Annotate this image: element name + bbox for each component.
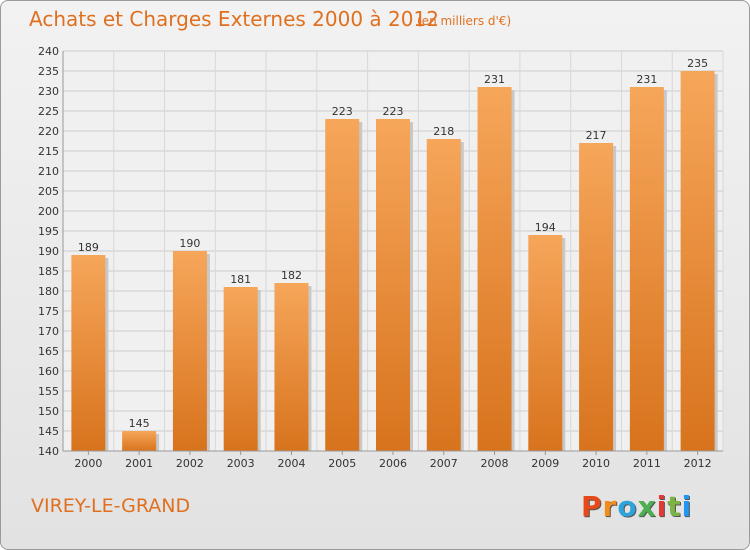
bar-value-label: 223 xyxy=(383,105,404,118)
y-tick-label: 145 xyxy=(38,425,59,438)
y-tick-label: 235 xyxy=(38,65,59,78)
bar-value-label: 231 xyxy=(484,73,505,86)
y-tick-label: 190 xyxy=(38,245,59,258)
y-tick-label: 215 xyxy=(38,145,59,158)
bar-value-label: 218 xyxy=(433,125,454,138)
y-tick-label: 210 xyxy=(38,165,59,178)
bar xyxy=(528,235,563,451)
logo-letter: o xyxy=(617,490,638,523)
y-tick-label: 185 xyxy=(38,265,59,278)
bar-value-label: 223 xyxy=(332,105,353,118)
y-tick-label: 155 xyxy=(38,385,59,398)
x-axis: 2000 2001 2002 2003 2004 2005 2006 2007 2008 2009… xyxy=(63,450,723,470)
x-tick-label: 2005 xyxy=(328,457,356,470)
y-tick-label: 160 xyxy=(38,365,59,378)
y-tick-label: 225 xyxy=(38,105,59,118)
x-tick-label: 2008 xyxy=(481,457,509,470)
logo-letter: P xyxy=(581,490,603,523)
x-tick-label: 2012 xyxy=(684,457,712,470)
logo-letter: t xyxy=(667,490,682,523)
y-tick-label: 140 xyxy=(38,445,59,458)
chart-subtitle: (en milliers d'€) xyxy=(417,14,512,28)
bar xyxy=(680,71,715,451)
x-tick-label: 2004 xyxy=(277,457,305,470)
x-tick-label: 2006 xyxy=(379,457,407,470)
logo-letter: r xyxy=(602,490,618,523)
chart-title: Achats et Charges Externes 2000 à 2012 xyxy=(29,7,439,31)
bar xyxy=(579,143,614,451)
y-tick-label: 220 xyxy=(38,125,59,138)
logo-letter: i xyxy=(681,490,693,523)
bar xyxy=(274,283,309,451)
x-tick-label: 2007 xyxy=(430,457,458,470)
y-tick-label: 195 xyxy=(38,225,59,238)
x-tick-label: 2011 xyxy=(633,457,661,470)
bar xyxy=(223,287,258,451)
y-tick-label: 180 xyxy=(38,285,59,298)
bar xyxy=(71,255,106,451)
x-tick-label: 2010 xyxy=(582,457,610,470)
y-tick-label: 200 xyxy=(38,205,59,218)
x-tick-label: 2009 xyxy=(531,457,559,470)
bar-value-label: 145 xyxy=(129,417,150,430)
bar-chart: 1401451501551601651701751801851901952002… xyxy=(38,45,724,470)
y-tick-label: 150 xyxy=(38,405,59,418)
bar-value-label: 190 xyxy=(179,237,200,250)
bar xyxy=(426,139,461,451)
bar xyxy=(629,87,664,451)
x-tick-label: 2003 xyxy=(227,457,255,470)
y-tick-label: 165 xyxy=(38,345,59,358)
bar xyxy=(376,119,410,451)
x-tick-label: 2001 xyxy=(125,457,153,470)
bar xyxy=(477,87,512,451)
x-tick-label: 2000 xyxy=(74,457,102,470)
y-tick-label: 240 xyxy=(38,45,59,58)
bar-value-label: 235 xyxy=(687,57,708,70)
y-tick-label: 175 xyxy=(38,305,59,318)
bar-value-label: 194 xyxy=(535,221,556,234)
bar-value-label: 231 xyxy=(636,73,657,86)
x-tick-label: 2002 xyxy=(176,457,204,470)
bar xyxy=(122,431,157,451)
bar-value-label: 182 xyxy=(281,269,302,282)
commune-name: VIREY-LE-GRAND xyxy=(31,495,191,517)
y-tick-label: 170 xyxy=(38,325,59,338)
logo-letter: i xyxy=(656,490,668,523)
y-tick-label: 205 xyxy=(38,185,59,198)
bars: 189 145 190 181 182 223 223 218 231 194 217 231 235 xyxy=(71,57,718,451)
y-axis: 140 145 150 155 160 165 170 175 180 185 190 195 200 2… xyxy=(38,45,64,458)
proxiti-logo: Proxiti xyxy=(581,490,692,523)
logo-letter: x xyxy=(637,490,657,523)
bar-value-label: 217 xyxy=(586,129,607,142)
bar-value-label: 189 xyxy=(78,241,99,254)
bar xyxy=(172,251,207,451)
y-tick-label: 230 xyxy=(38,85,59,98)
bar xyxy=(325,119,360,451)
bar-value-label: 181 xyxy=(230,273,251,286)
